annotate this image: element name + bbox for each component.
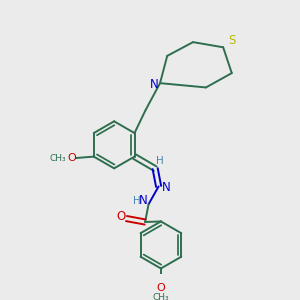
Text: H: H bbox=[157, 156, 164, 166]
Text: O: O bbox=[67, 153, 76, 163]
Text: N: N bbox=[150, 77, 159, 91]
Text: O: O bbox=[117, 210, 126, 223]
Text: CH₃: CH₃ bbox=[153, 293, 169, 300]
Text: N: N bbox=[162, 182, 171, 194]
Text: O: O bbox=[157, 283, 165, 293]
Text: S: S bbox=[228, 34, 236, 47]
Text: CH₃: CH₃ bbox=[50, 154, 67, 163]
Text: N: N bbox=[139, 194, 148, 207]
Text: H: H bbox=[133, 196, 140, 206]
